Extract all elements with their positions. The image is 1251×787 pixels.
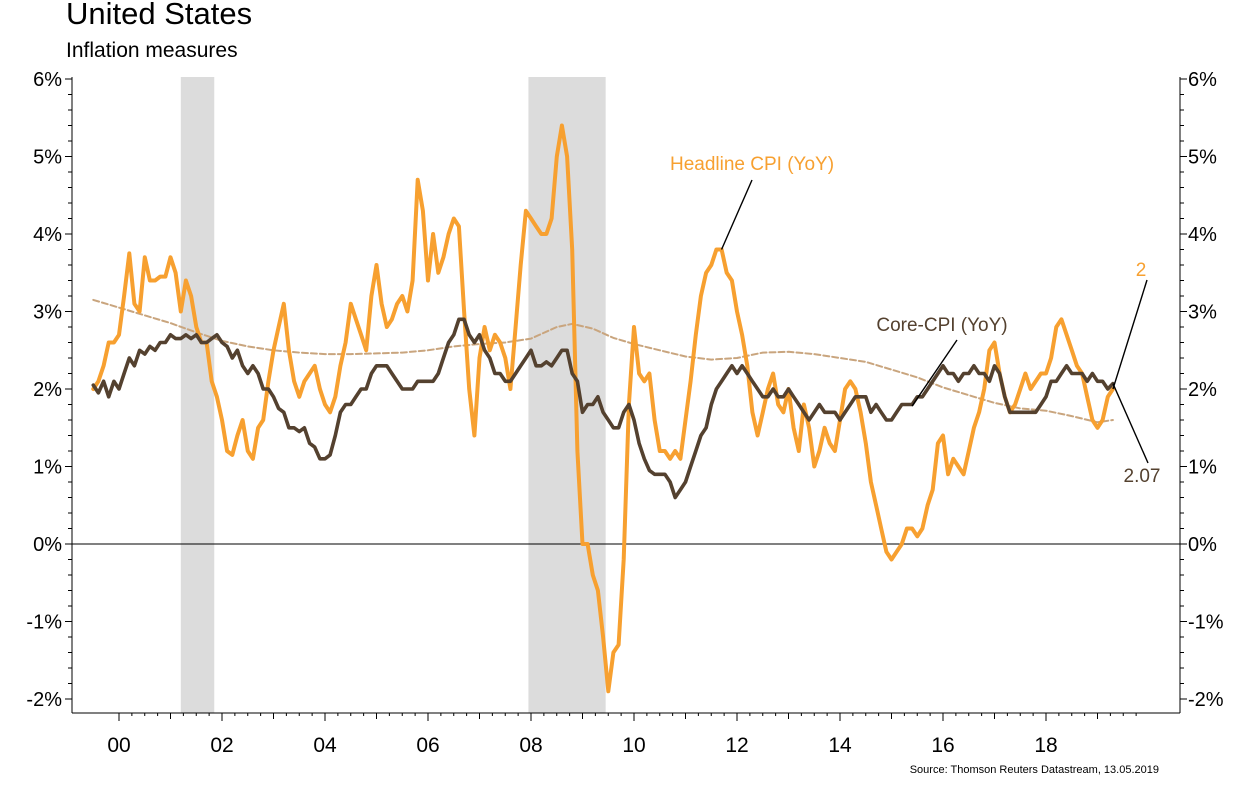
y-tick-label-right: 0% bbox=[1188, 534, 1217, 556]
x-tick-label: 04 bbox=[313, 734, 337, 757]
x-tick-label: 08 bbox=[519, 734, 542, 757]
x-tick-label: 18 bbox=[1034, 734, 1057, 757]
headline-line bbox=[91, 123, 1115, 694]
annotation-label: 2 bbox=[1136, 260, 1147, 281]
annotation-leader bbox=[720, 179, 753, 250]
y-tick-label-right: -2% bbox=[1188, 689, 1224, 711]
y-tick-label-left: 2% bbox=[33, 379, 62, 401]
source-note: Source: Thomson Reuters Datastream, 13.0… bbox=[909, 764, 1159, 776]
y-tick-label-right: 6% bbox=[1188, 69, 1217, 91]
y-tick-label-left: 5% bbox=[33, 147, 62, 169]
x-tick-label: 14 bbox=[828, 734, 852, 757]
annotation-label: Headline CPI (YoY) bbox=[670, 154, 834, 175]
series-lines bbox=[91, 123, 1115, 694]
x-tick-label: 00 bbox=[107, 734, 130, 757]
x-tick-label: 06 bbox=[416, 734, 439, 757]
recession-bands bbox=[180, 77, 606, 713]
x-tick-label: 12 bbox=[725, 734, 748, 757]
y-tick-label-left: 1% bbox=[33, 457, 62, 479]
y-tick-label-left: 6% bbox=[33, 69, 62, 91]
annotation-leader bbox=[1112, 279, 1148, 390]
chart-title: United States bbox=[66, 0, 253, 31]
y-tick-label-right: 5% bbox=[1188, 147, 1217, 169]
y-tick-label-left: -2% bbox=[26, 689, 62, 711]
x-tick-label: 10 bbox=[622, 734, 645, 757]
y-tick-label-right: 4% bbox=[1188, 224, 1217, 246]
annotation-label: 2.07 bbox=[1124, 466, 1161, 487]
recession-band-0 bbox=[180, 77, 215, 713]
chart-subtitle: Inflation measures bbox=[66, 39, 238, 62]
annotations: Headline CPI (YoY) Core-CPI (YoY) 2 2.07 bbox=[670, 154, 1161, 487]
y-tick-label-right: -1% bbox=[1188, 612, 1224, 634]
core-line bbox=[91, 317, 1115, 500]
trend-line bbox=[92, 298, 1114, 424]
y-tick-label-left: 4% bbox=[33, 224, 62, 246]
annotation-leader bbox=[911, 339, 958, 407]
x-tick-label: 16 bbox=[931, 734, 954, 757]
annotation-label: Core-CPI (YoY) bbox=[876, 315, 1007, 336]
y-tick-label-right: 3% bbox=[1188, 302, 1217, 324]
y-tick-label-left: -1% bbox=[26, 612, 62, 634]
axes: 6% 6% 5% 5% 4% 4% 3% 3% 2% 2% 1% 1% 0% 0% -1% -1% -2% -2%… bbox=[26, 69, 1223, 757]
y-tick-label-right: 1% bbox=[1188, 457, 1217, 479]
y-tick-label-left: 0% bbox=[33, 534, 62, 556]
y-tick-label-left: 3% bbox=[33, 302, 62, 324]
y-tick-label-right: 2% bbox=[1188, 379, 1217, 401]
annotation-leader bbox=[1112, 383, 1149, 464]
x-tick-label: 02 bbox=[210, 734, 233, 757]
